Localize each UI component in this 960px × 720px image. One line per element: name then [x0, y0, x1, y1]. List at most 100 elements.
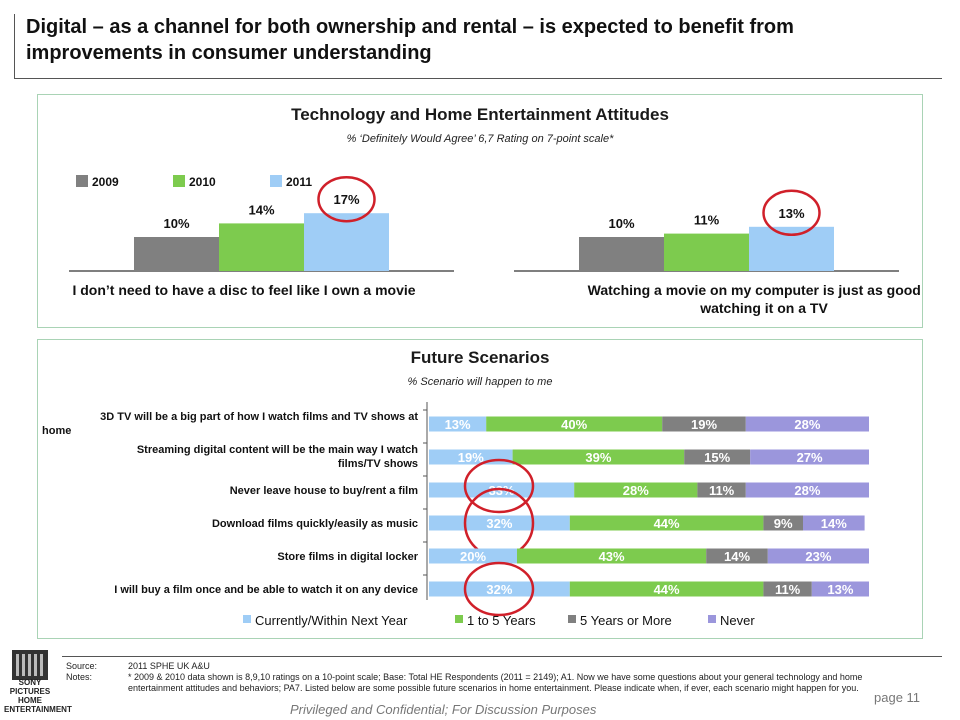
attitudes-title: Technology and Home Entertainment Attitu… [291, 105, 669, 124]
segment-label-4-0: 20% [460, 549, 486, 564]
segment-1-1 [512, 449, 685, 465]
segment-2-1 [574, 482, 698, 498]
legend-swatch-1 [455, 615, 463, 623]
segment-label-2-0: 33% [489, 483, 515, 498]
data-label-0-2011: 17% [333, 192, 359, 207]
segment-label-0-0: 13% [445, 417, 471, 432]
row-label-0-1: home [42, 425, 71, 437]
segment-label-0-2: 19% [691, 417, 717, 432]
confidential-notice: Privileged and Confidential; For Discuss… [290, 702, 597, 717]
attitudes-panel: Technology and Home Entertainment Attitu… [37, 94, 923, 328]
segment-4-2 [706, 548, 768, 564]
legend-label-2010: 2010 [189, 175, 216, 189]
legend-label-2: 5 Years or More [580, 613, 672, 628]
legend-swatch-2 [568, 615, 576, 623]
segment-label-5-1: 44% [654, 582, 680, 597]
segment-label-1-2: 15% [704, 450, 730, 465]
legend-swatch-3 [708, 615, 716, 623]
legend-swatch-0 [243, 615, 251, 623]
segment-5-3 [811, 581, 869, 597]
footer-divider [62, 656, 942, 657]
segment-label-0-1: 40% [561, 417, 587, 432]
scenarios-chart: 3D TV will be a big part of how I watch … [42, 402, 869, 628]
legend-swatch-2011 [270, 175, 282, 187]
highlight-circle-0 [317, 175, 376, 223]
category-label-0-0: I don’t need to have a disc to feel like… [72, 282, 415, 298]
legend-swatch-2009 [76, 175, 88, 187]
segment-label-2-3: 28% [794, 483, 820, 498]
sony-pictures-logo [12, 650, 48, 680]
legend-label-2009: 2009 [92, 175, 119, 189]
category-label-1-1: watching it on a TV [699, 300, 828, 316]
segment-0-1 [486, 416, 663, 432]
segment-4-0 [429, 548, 517, 564]
row-label-0-0: 3D TV will be a big part of how I watch … [100, 411, 418, 423]
scenarios-title: Future Scenarios [410, 348, 550, 367]
notes-text: * 2009 & 2010 data shown is 8,9,10 ratin… [128, 672, 863, 693]
page-number: page 11 [874, 690, 921, 705]
segment-4-3 [767, 548, 869, 564]
segment-2-2 [697, 482, 746, 498]
row-label-4-0: Store films in digital locker [277, 551, 418, 563]
bar-0-2011 [304, 213, 389, 271]
footer-notes: Source: 2011 SPHE UK A&U Notes: * 2009 &… [66, 661, 866, 694]
scenarios-panel: Future Scenarios % Scenario will happen … [37, 339, 923, 639]
row-label-1-0: Streaming digital content will be the ma… [137, 444, 418, 456]
highlight-circle-row-5 [463, 561, 535, 617]
segment-label-1-3: 27% [797, 450, 823, 465]
bar-0-2009 [134, 237, 219, 271]
row-label-3-0: Download films quickly/easily as music [212, 518, 418, 530]
data-label-1-2011: 13% [778, 206, 804, 221]
row-label-5-0: I will buy a film once and be able to wa… [114, 584, 418, 596]
category-label-1-0: Watching a movie on my computer is just … [588, 282, 922, 298]
data-label-0-2009: 10% [163, 216, 189, 231]
highlight-circle-1 [762, 189, 821, 237]
legend-label-3: Never [720, 613, 755, 628]
segment-label-3-0: 32% [486, 516, 512, 531]
segment-3-1 [569, 515, 764, 531]
source-text: 2011 SPHE UK A&U [128, 661, 210, 671]
legend-label-2011: 2011 [286, 175, 312, 189]
legend-label-1: 1 to 5 Years [467, 613, 536, 628]
row-label-1-1: films/TV shows [338, 458, 418, 470]
page-title: Digital – as a channel for both ownershi… [26, 16, 794, 64]
segment-0-0 [429, 416, 487, 432]
data-label-1-2009: 10% [608, 216, 634, 231]
segment-label-0-3: 28% [794, 417, 820, 432]
row-label-2-0: Never leave house to buy/rent a film [230, 485, 419, 497]
bar-0-2010 [219, 223, 304, 271]
segment-5-1 [569, 581, 764, 597]
attitudes-chart: 2009 2010 2011 10% 14% 17% I don’t need to hav… [69, 175, 922, 316]
segment-1-2 [684, 449, 751, 465]
source-label: Source: [66, 661, 98, 671]
segment-label-5-2: 11% [775, 582, 801, 597]
legend-label-0: Currently/Within Next Year [255, 613, 408, 628]
segment-label-4-3: 23% [805, 549, 831, 564]
data-label-1-2010: 11% [694, 213, 720, 228]
title-divider [14, 78, 942, 79]
segment-3-3 [803, 515, 865, 531]
attitudes-subtitle: % ‘Definitely Would Agree’ 6,7 Rating on… [346, 133, 614, 145]
title-accent-line [14, 14, 15, 78]
segment-0-2 [662, 416, 746, 432]
segment-label-5-0: 32% [486, 582, 512, 597]
data-label-0-2010: 14% [248, 202, 274, 217]
notes-label: Notes: [66, 672, 93, 682]
scenarios-subtitle: % Scenario will happen to me [407, 376, 553, 388]
legend-swatch-2010 [173, 175, 185, 187]
logo-text: SONY PICTURES HOME ENTERTAINMENT [4, 678, 72, 714]
segment-2-3 [745, 482, 869, 498]
segment-label-2-1: 28% [623, 483, 649, 498]
segment-label-5-3: 13% [827, 582, 853, 597]
segment-3-2 [763, 515, 803, 531]
segment-label-1-0: 19% [458, 450, 484, 465]
segment-1-3 [750, 449, 869, 465]
segment-label-4-2: 14% [724, 549, 750, 564]
segment-label-3-2: 9% [774, 516, 793, 531]
highlight-circle-row-2 [463, 458, 535, 514]
segment-label-2-2: 11% [709, 483, 735, 498]
segment-0-3 [745, 416, 869, 432]
segment-label-3-1: 44% [654, 516, 680, 531]
bar-1-2010 [664, 233, 749, 271]
segment-5-2 [763, 581, 812, 597]
